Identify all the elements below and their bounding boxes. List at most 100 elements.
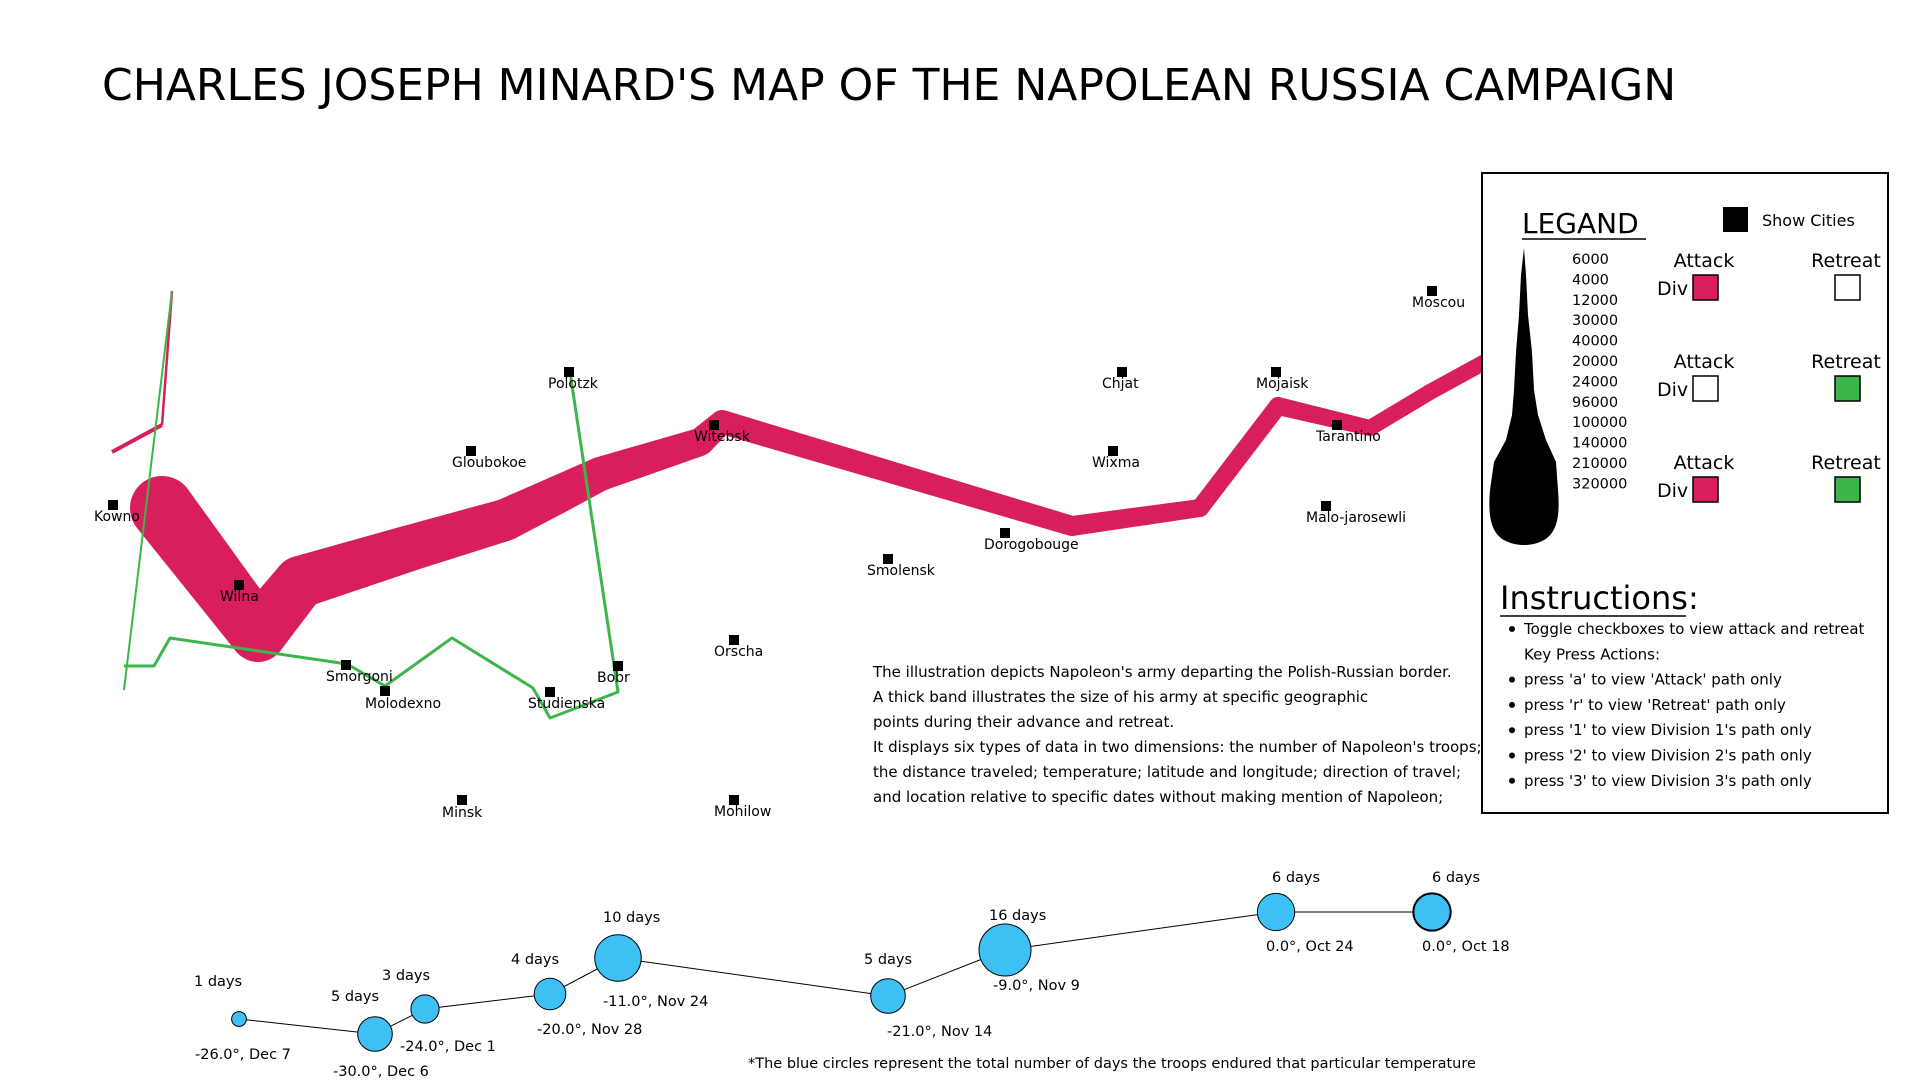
attack-column-label: Attack: [1674, 351, 1735, 373]
city-label: Molodexno: [365, 696, 441, 712]
city-marker: [709, 420, 719, 430]
division-3-retreat-checkbox[interactable]: [1834, 476, 1861, 503]
description-line: A thick band illustrates the size of his…: [873, 688, 1368, 706]
temperature-date-label: -24.0°, Dec 1: [400, 1039, 496, 1055]
division-1-attack-band-joint: [536, 477, 574, 515]
division-1-attack-checkbox[interactable]: [1692, 274, 1719, 301]
division-2-retreat-line: [124, 371, 620, 720]
city-label: Dorogobouge: [984, 537, 1079, 553]
division-1-attack-band-joint: [274, 556, 326, 608]
division-1-attack-band-joint: [1269, 397, 1287, 415]
instruction-item: Key Press Actions:: [1524, 645, 1660, 663]
attack-column-label: Attack: [1674, 250, 1735, 272]
division-1-attack-band: [594, 428, 705, 491]
instructions-heading: Instructions:: [1500, 579, 1699, 617]
troop-size-scale-icon: [1489, 248, 1559, 545]
bullet-icon: [1509, 777, 1515, 784]
temperature-circle: [357, 1016, 393, 1052]
temperature-circle: [533, 977, 567, 1011]
bullet-icon: [1509, 626, 1515, 632]
temperature-circle: [1412, 892, 1452, 932]
city-label: Minsk: [442, 805, 483, 821]
description-line: the distance traveled; temperature; lati…: [873, 763, 1461, 781]
city-label: Wilna: [220, 589, 259, 605]
city-marker: [883, 554, 893, 564]
temperature-circle: [1256, 892, 1296, 932]
city-label: Mojaisk: [1256, 376, 1309, 392]
days-label: 5 days: [331, 989, 379, 1005]
city-label: Malo-jarosewli: [1306, 510, 1406, 526]
division-1-attack-band: [1275, 397, 1372, 436]
city-label: Gloubokoe: [452, 455, 526, 471]
troop-scale-label: 96000: [1572, 395, 1618, 411]
instruction-item: press '1' to view Division 1's path only: [1524, 721, 1812, 739]
description-line: points during their advance and retreat.: [873, 713, 1174, 731]
troop-scale-label: 6000: [1572, 252, 1609, 268]
description-line: It displays six types of data in two dim…: [873, 738, 1482, 756]
division-1-attack-band-joint: [484, 499, 526, 541]
instruction-item: Toggle checkboxes to view attack and ret…: [1523, 620, 1865, 638]
city-label: Bobr: [597, 670, 630, 686]
description-text: The illustration depicts Napoleon's army…: [872, 663, 1482, 806]
troop-scale-label: 4000: [1572, 272, 1609, 288]
division-1-attack-band-joint: [686, 428, 714, 456]
temperature-circle: [978, 923, 1032, 977]
city-marker: [1108, 446, 1118, 456]
temperature-date-label: -9.0°, Nov 9: [993, 978, 1080, 994]
city-label: Moscou: [1412, 295, 1465, 311]
city-label: Studienska: [528, 696, 605, 712]
troop-scale-label: 30000: [1572, 313, 1618, 329]
days-label: 3 days: [382, 968, 430, 984]
city-marker: [1271, 367, 1281, 377]
show-cities-label: Show Cities: [1762, 211, 1855, 230]
troop-scale-label: 20000: [1572, 354, 1618, 370]
temperature-date-label: -30.0°, Dec 6: [333, 1064, 429, 1080]
days-label: 10 days: [603, 910, 660, 926]
retreat-column-label: Retreat: [1811, 452, 1881, 474]
division-1-attack-band-joint: [1422, 384, 1438, 400]
legend-heading: LEGAND: [1522, 207, 1639, 240]
division-1-attack-band-joint: [1191, 499, 1209, 517]
days-label: 4 days: [511, 952, 559, 968]
troop-scale-label: 320000: [1572, 476, 1627, 492]
page-title: CHARLES JOSEPH MINARD'S MAP OF THE NAPOL…: [102, 60, 1676, 111]
legend-panel: LEGAND 6000 4000 12000 30000 40000 20000 24000…: [1481, 172, 1889, 814]
troop-scale-label: 210000: [1572, 456, 1627, 472]
city-label: Kowno: [94, 509, 140, 525]
troop-scale-label: 12000: [1572, 293, 1618, 309]
instruction-item: press 'a' to view 'Attack' path only: [1524, 671, 1782, 689]
city-marker: [545, 687, 555, 697]
bullet-icon: [1509, 701, 1515, 708]
temperature-date-label: 0.0°, Oct 18: [1422, 939, 1510, 955]
city-markers: Kowno Wilna Smorgoni Molodexno Gloubokoe Mins…: [94, 286, 1465, 821]
instruction-item: press 'r' to view 'Retreat' path only: [1524, 696, 1786, 714]
city-marker: [1000, 528, 1010, 538]
division-2-retreat-checkbox[interactable]: [1834, 375, 1861, 402]
bullet-icon: [1509, 727, 1515, 734]
division-3-attack-band: [111, 423, 163, 454]
division-3-attack-checkbox[interactable]: [1692, 476, 1719, 503]
city-label: Wixma: [1092, 455, 1140, 471]
division-1-attack-band: [718, 410, 1075, 536]
division-1-retreat-checkbox[interactable]: [1834, 274, 1861, 301]
city-marker: [1427, 286, 1437, 296]
city-marker: [341, 660, 351, 670]
bullet-icon: [1509, 752, 1515, 759]
division-1-attack-band-joint: [1062, 516, 1082, 536]
city-label: Smorgoni: [326, 669, 393, 685]
instruction-item: press '2' to view Division 2's path only: [1524, 747, 1812, 765]
city-marker: [1321, 501, 1331, 511]
city-marker: [466, 446, 476, 456]
division-3-attack-band: [160, 290, 174, 426]
show-cities-checkbox[interactable]: [1723, 207, 1748, 232]
city-label: Witebsk: [694, 429, 751, 445]
city-marker: [1117, 367, 1127, 377]
temperature-date-label: 0.0°, Oct 24: [1266, 939, 1354, 955]
division-1-attack-band-joint: [130, 476, 194, 540]
city-label: Mohilow: [714, 804, 771, 820]
troop-scale-labels: 6000 4000 12000 30000 40000 20000 24000 96000 10…: [1572, 252, 1627, 492]
city-label: Smolensk: [867, 563, 936, 579]
division-2-attack-checkbox[interactable]: [1692, 375, 1719, 402]
